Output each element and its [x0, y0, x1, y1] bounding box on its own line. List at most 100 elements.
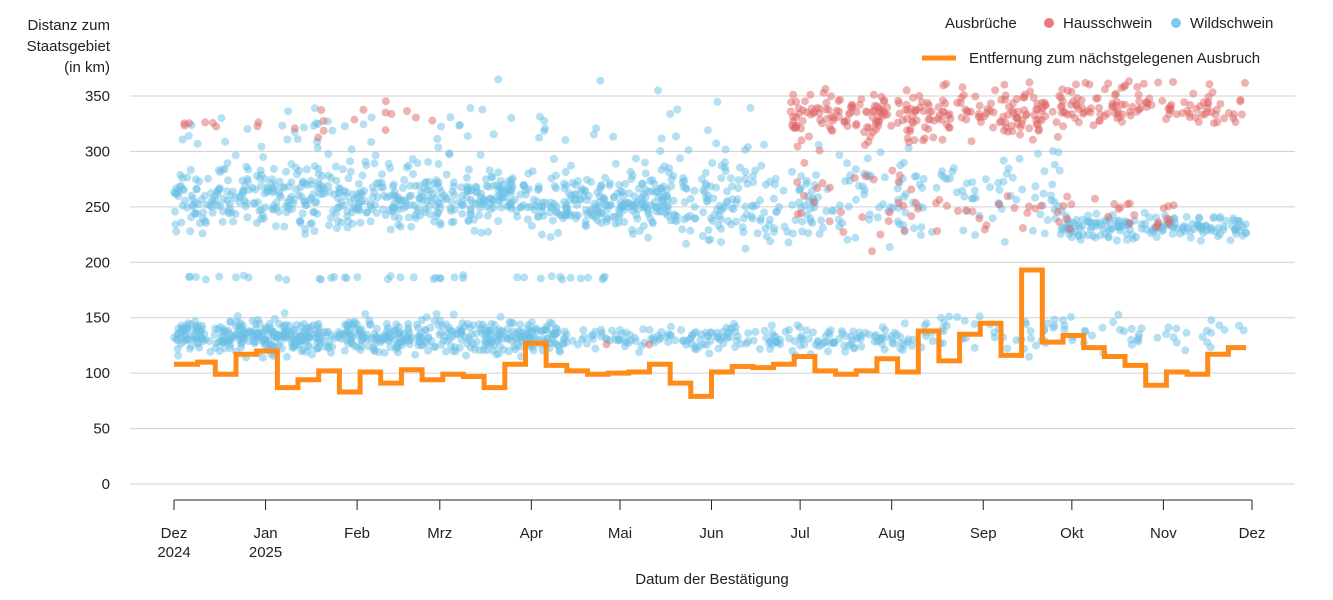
x-tick-label-aug-8: Aug [878, 525, 905, 542]
point-wildschwein-2181 [507, 114, 516, 122]
point-wildschwein-1725 [465, 333, 474, 342]
point-wildschwein-957 [1029, 226, 1037, 235]
point-wildschwein-809 [788, 167, 796, 176]
point-wildschwein-796 [686, 194, 695, 203]
point-wildschwein-1722 [364, 342, 373, 351]
point-wildschwein-1626 [355, 327, 364, 336]
point-wildschwein-664 [329, 207, 337, 216]
point-hausschwein-348 [935, 110, 944, 119]
point-wildschwein-684 [248, 183, 257, 192]
point-wildschwein-827 [741, 174, 750, 183]
point-wildschwein-2025 [1127, 324, 1136, 333]
point-hausschwein-453 [1058, 85, 1067, 94]
point-wildschwein-2183 [484, 182, 493, 191]
point-wildschwein-2194 [178, 135, 187, 144]
point-hausschwein-58 [1048, 107, 1057, 116]
point-wildschwein-699 [538, 208, 547, 216]
point-wildschwein-287 [560, 197, 569, 206]
point-wildschwein-2101 [295, 166, 304, 175]
point-hausschwein-21 [381, 126, 390, 135]
point-wildschwein-694 [446, 204, 455, 213]
point-wildschwein-1735 [509, 319, 518, 328]
y-axis-title-line-3: (in km) [64, 59, 110, 76]
point-wildschwein-1654 [236, 319, 245, 328]
point-wildschwein-299 [208, 208, 217, 217]
point-wildschwein-432 [334, 194, 343, 203]
point-wildschwein-2109 [278, 121, 287, 130]
point-wildschwein-2182 [434, 143, 443, 152]
point-wildschwein-2096 [283, 135, 292, 144]
point-wildschwein-395 [348, 190, 357, 199]
point-wildschwein-545 [641, 185, 650, 194]
point-wildschwein-1850 [607, 326, 616, 335]
point-wildschwein-623 [282, 167, 291, 176]
point-hausschwein-12 [359, 105, 368, 114]
point-wildschwein-812 [769, 194, 778, 203]
point-wildschwein-637 [639, 221, 648, 230]
point-wildschwein-230 [198, 229, 207, 238]
point-wildschwein-613 [199, 214, 208, 223]
point-wildschwein-1826 [802, 326, 811, 335]
point-wildschwein-603 [503, 202, 512, 211]
point-hausschwein-434 [975, 214, 984, 223]
point-wildschwein-960 [970, 186, 979, 195]
point-hausschwein-114 [832, 106, 841, 115]
point-hausschwein-251 [919, 107, 928, 116]
point-wildschwein-865 [880, 173, 889, 182]
point-wildschwein-1688 [411, 350, 420, 359]
point-wildschwein-639 [414, 204, 422, 213]
point-wildschwein-1999 [1027, 334, 1035, 343]
point-wildschwein-416 [436, 220, 445, 229]
point-wildschwein-140 [171, 207, 179, 216]
point-hausschwein-454 [1000, 80, 1009, 89]
point-wildschwein-1800 [579, 326, 588, 335]
point-wildschwein-380 [386, 225, 395, 234]
point-wildschwein-2008 [1206, 343, 1215, 352]
point-wildschwein-1103 [1194, 222, 1203, 231]
point-wildschwein-2081 [186, 272, 194, 281]
point-wildschwein-1983 [1026, 327, 1035, 336]
point-wildschwein-898 [918, 183, 927, 192]
point-wildschwein-1962 [1050, 315, 1059, 324]
point-wildschwein-599 [332, 224, 341, 233]
point-hausschwein-9 [381, 97, 390, 106]
point-wildschwein-594 [493, 192, 502, 201]
point-hausschwein-287 [901, 105, 910, 114]
point-wildschwein-624 [296, 183, 305, 192]
point-hausschwein-370 [921, 123, 929, 132]
point-hausschwein-150 [1056, 93, 1065, 102]
point-hausschwein-466 [1241, 78, 1249, 87]
point-wildschwein-247 [199, 208, 208, 217]
point-hausschwein-282 [1089, 121, 1098, 130]
point-wildschwein-1668 [292, 320, 301, 329]
point-wildschwein-569 [296, 216, 305, 225]
point-wildschwein-657 [191, 209, 200, 217]
point-wildschwein-1592 [252, 329, 261, 338]
distance-line-layer [174, 267, 1247, 399]
point-wildschwein-1842 [582, 339, 591, 348]
point-wildschwein-484 [464, 165, 473, 174]
point-wildschwein-2180 [302, 165, 311, 174]
point-wildschwein-566 [310, 227, 319, 235]
point-wildschwein-1820 [591, 344, 600, 353]
point-wildschwein-1921 [857, 342, 866, 351]
point-wildschwein-821 [751, 166, 760, 175]
point-wildschwein-1793 [580, 333, 589, 342]
point-wildschwein-806 [712, 183, 720, 192]
point-wildschwein-2162 [741, 145, 750, 154]
point-wildschwein-919 [1015, 154, 1024, 163]
point-hausschwein-365 [843, 122, 852, 131]
point-wildschwein-535 [523, 203, 532, 212]
point-wildschwein-1685 [308, 350, 316, 359]
point-wildschwein-630 [530, 206, 539, 214]
point-wildschwein-219 [195, 177, 204, 186]
point-wildschwein-1713 [222, 328, 230, 337]
point-wildschwein-902 [904, 144, 913, 153]
point-hausschwein-457 [1125, 77, 1133, 86]
point-wildschwein-1869 [878, 323, 887, 332]
point-hausschwein-468 [602, 340, 611, 349]
point-wildschwein-1933 [793, 321, 802, 330]
point-wildschwein-1675 [487, 338, 496, 347]
point-hausschwein-71 [975, 101, 984, 110]
point-wildschwein-856 [873, 213, 882, 222]
